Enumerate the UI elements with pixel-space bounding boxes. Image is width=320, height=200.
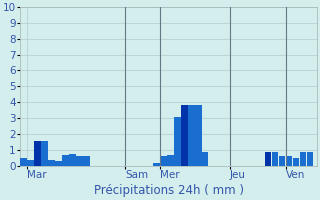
Bar xyxy=(286,156,292,166)
Bar xyxy=(41,141,48,166)
Bar xyxy=(188,105,195,166)
Bar xyxy=(48,160,55,166)
Bar xyxy=(20,158,27,166)
Bar xyxy=(307,152,313,166)
Bar xyxy=(28,160,34,166)
Bar xyxy=(76,156,83,166)
Bar xyxy=(293,158,300,166)
Bar xyxy=(181,105,188,166)
Bar xyxy=(300,152,306,166)
X-axis label: Précipitations 24h ( mm ): Précipitations 24h ( mm ) xyxy=(94,184,244,197)
Bar xyxy=(167,155,173,166)
Bar xyxy=(202,152,209,166)
Bar xyxy=(62,155,69,166)
Bar xyxy=(279,156,285,166)
Bar xyxy=(160,156,166,166)
Bar xyxy=(174,117,180,166)
Bar xyxy=(153,163,160,166)
Bar xyxy=(83,156,90,166)
Bar xyxy=(272,152,278,166)
Bar xyxy=(35,141,41,166)
Bar xyxy=(265,152,271,166)
Bar xyxy=(69,154,76,166)
Bar xyxy=(195,105,202,166)
Bar xyxy=(55,161,62,166)
